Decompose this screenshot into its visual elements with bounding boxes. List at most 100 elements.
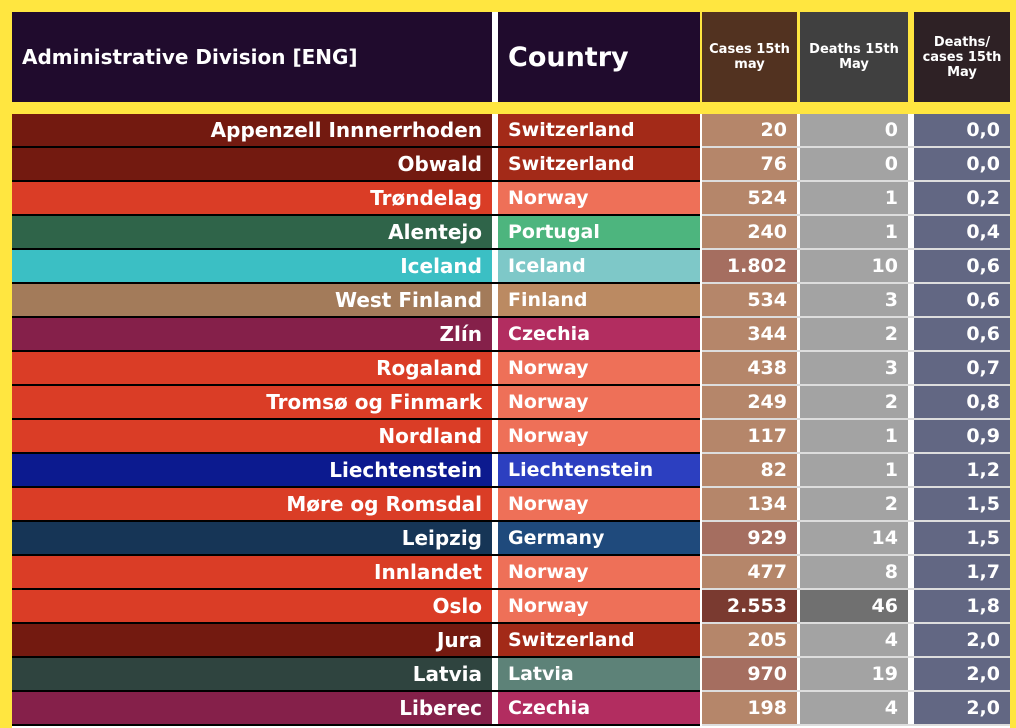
column-separator	[492, 522, 498, 556]
ratio-cell: 0,4	[914, 216, 1010, 248]
country-cell: Norway	[498, 590, 700, 622]
ratio-cell: 0,9	[914, 420, 1010, 452]
ratio-cell: 1,2	[914, 454, 1010, 486]
cases-cell: 2.553	[702, 590, 797, 622]
row-divider	[12, 690, 700, 692]
column-separator	[492, 386, 498, 420]
row-divider	[702, 588, 1010, 590]
row-divider	[702, 690, 1010, 692]
admin-division-cell: Nordland	[12, 420, 492, 452]
row-divider	[702, 622, 1010, 624]
table-row: Nordland Norway 117 1 0,9	[12, 420, 1010, 454]
header-deaths: Deaths 15th May	[800, 12, 908, 102]
ratio-cell: 0,7	[914, 352, 1010, 384]
ratio-cell: 2,0	[914, 692, 1010, 724]
column-separator	[492, 114, 498, 148]
cases-cell: 240	[702, 216, 797, 248]
cases-cell: 82	[702, 454, 797, 486]
cases-cell: 929	[702, 522, 797, 554]
admin-division-cell: Liechtenstein	[12, 454, 492, 486]
row-divider	[702, 452, 1010, 454]
row-divider	[702, 384, 1010, 386]
row-divider	[12, 384, 700, 386]
deaths-cell: 4	[800, 624, 908, 656]
ratio-cell: 0,8	[914, 386, 1010, 418]
admin-division-cell: Tromsø og Finmark	[12, 386, 492, 418]
admin-division-cell: Zlín	[12, 318, 492, 350]
row-divider	[702, 554, 1010, 556]
row-divider	[702, 282, 1010, 284]
table-row: Appenzell Innnerrhoden Switzerland 20 0 0,0	[12, 114, 1010, 148]
deaths-cell: 2	[800, 318, 908, 350]
row-divider	[12, 316, 700, 318]
ratio-cell: 2,0	[914, 658, 1010, 690]
cases-cell: 524	[702, 182, 797, 214]
country-cell: Liechtenstein	[498, 454, 700, 486]
table-row: Obwald Switzerland 76 0 0,0	[12, 148, 1010, 182]
column-separator	[492, 454, 498, 488]
admin-division-cell: Rogaland	[12, 352, 492, 384]
row-divider	[12, 214, 700, 216]
column-separator	[492, 488, 498, 522]
cases-cell: 1.802	[702, 250, 797, 282]
row-divider	[12, 350, 700, 352]
cases-cell: 117	[702, 420, 797, 452]
cases-cell: 134	[702, 488, 797, 520]
cases-cell: 534	[702, 284, 797, 316]
row-divider	[702, 214, 1010, 216]
country-cell: Norway	[498, 182, 700, 214]
admin-division-cell: Møre og Romsdal	[12, 488, 492, 520]
ratio-cell: 1,5	[914, 488, 1010, 520]
country-cell: Switzerland	[498, 148, 700, 180]
cases-cell: 477	[702, 556, 797, 588]
deaths-cell: 2	[800, 386, 908, 418]
header-admin-division: Administrative Division [ENG]	[12, 12, 492, 102]
admin-division-cell: Alentejo	[12, 216, 492, 248]
country-cell: Norway	[498, 420, 700, 452]
ratio-cell: 1,8	[914, 590, 1010, 622]
admin-division-cell: Iceland	[12, 250, 492, 282]
column-separator	[492, 590, 498, 624]
deaths-cell: 1	[800, 216, 908, 248]
deaths-cell: 3	[800, 284, 908, 316]
row-divider	[12, 622, 700, 624]
column-separator	[492, 420, 498, 454]
row-divider	[12, 554, 700, 556]
table-body: Appenzell Innnerrhoden Switzerland 20 0 0,0 O…	[12, 114, 1010, 728]
admin-division-cell: Oslo	[12, 590, 492, 622]
ratio-cell: 0,0	[914, 114, 1010, 146]
country-cell: Norway	[498, 488, 700, 520]
country-cell: Portugal	[498, 216, 700, 248]
deaths-cell: 8	[800, 556, 908, 588]
column-separator	[492, 250, 498, 284]
cases-cell: 438	[702, 352, 797, 384]
country-cell: Norway	[498, 386, 700, 418]
table-row: Zlín Czechia 344 2 0,6	[12, 318, 1010, 352]
admin-division-cell: West Finland	[12, 284, 492, 316]
header-cases: Cases 15th may	[702, 12, 797, 102]
row-divider	[702, 656, 1010, 658]
country-cell: Switzerland	[498, 114, 700, 146]
admin-division-cell: Latvia	[12, 658, 492, 690]
country-cell: Switzerland	[498, 624, 700, 656]
row-divider	[702, 146, 1010, 148]
row-divider	[12, 180, 700, 182]
country-cell: Norway	[498, 556, 700, 588]
header-ratio: Deaths/ cases 15th May	[914, 12, 1010, 102]
row-divider	[12, 418, 700, 420]
row-divider	[12, 452, 700, 454]
cases-cell: 249	[702, 386, 797, 418]
table-row: Oslo Norway 2.553 46 1,8	[12, 590, 1010, 624]
table-row: Leipzig Germany 929 14 1,5	[12, 522, 1010, 556]
row-divider	[12, 520, 700, 522]
deaths-cell: 1	[800, 182, 908, 214]
table-row: Liechtenstein Liechtenstein 82 1 1,2	[12, 454, 1010, 488]
cases-cell: 76	[702, 148, 797, 180]
table-row: Jura Switzerland 205 4 2,0	[12, 624, 1010, 658]
table-row: Møre og Romsdal Norway 134 2 1,5	[12, 488, 1010, 522]
ratio-cell: 0,6	[914, 250, 1010, 282]
deaths-cell: 0	[800, 114, 908, 146]
country-cell: Germany	[498, 522, 700, 554]
ratio-cell: 0,0	[914, 148, 1010, 180]
column-separator	[492, 148, 498, 182]
